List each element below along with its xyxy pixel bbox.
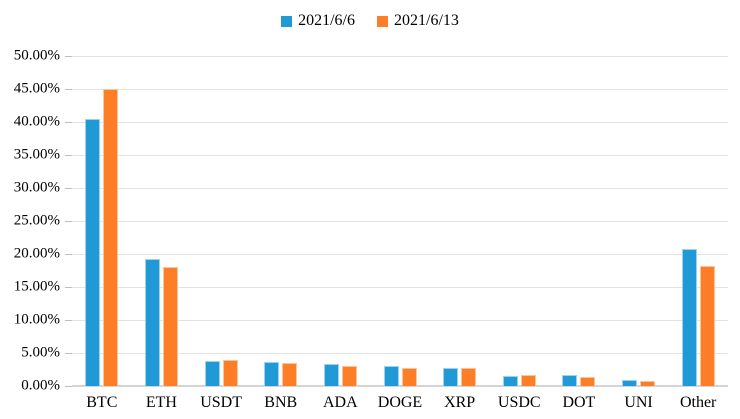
y-axis-tick: [65, 353, 72, 354]
legend: 2021/6/6 2021/6/13: [0, 10, 740, 32]
x-label-other: Other: [679, 394, 717, 411]
y-axis-label: 50.00%: [13, 47, 60, 64]
y-axis-label: 0.00%: [21, 377, 60, 394]
x-label-usdt: USDT: [200, 394, 242, 411]
gridline: [72, 353, 728, 354]
y-axis-tick: [65, 122, 72, 123]
bar-2021-6-13-doge: [401, 368, 417, 386]
y-axis-label: 20.00%: [13, 245, 60, 262]
x-label-usdc: USDC: [497, 394, 541, 411]
x-label-eth: ETH: [145, 394, 177, 411]
bar-2021-6-6-bnb: [264, 361, 280, 386]
bar-2021-6-13-xrp: [461, 368, 477, 386]
y-axis-tick: [65, 287, 72, 288]
bar-2021-6-13-uni: [640, 380, 656, 386]
legend-item-2021-6-13: 2021/6/13: [377, 13, 459, 29]
y-axis-tick: [65, 320, 72, 321]
x-label-btc: BTC: [86, 394, 118, 411]
y-axis-tick: [65, 56, 72, 57]
bar-2021-6-13-bnb: [282, 362, 298, 386]
gridline: [72, 155, 728, 156]
legend-label: 2021/6/6: [298, 12, 355, 29]
gridline: [72, 122, 728, 123]
y-axis-tick: [65, 254, 72, 255]
y-axis-tick: [65, 155, 72, 156]
bar-2021-6-6-usdc: [502, 376, 518, 386]
gridline: [72, 287, 728, 288]
bar-2021-6-6-uni: [622, 380, 638, 386]
bar-2021-6-6-xrp: [443, 367, 459, 386]
legend-label: 2021/6/13: [394, 12, 459, 29]
bar-2021-6-13-other: [699, 265, 715, 386]
bar-2021-6-6-ada: [323, 364, 339, 386]
x-label-uni: UNI: [624, 394, 653, 411]
bar-2021-6-13-btc: [103, 89, 119, 386]
y-axis-label: 25.00%: [13, 212, 60, 229]
y-axis-tick: [65, 221, 72, 222]
gridline: [72, 254, 728, 255]
bar-2021-6-13-dot: [580, 376, 596, 386]
x-label-bnb: BNB: [264, 394, 298, 411]
y-axis-tick: [65, 188, 72, 189]
bar-2021-6-6-other: [681, 248, 697, 386]
gridline: [72, 320, 728, 321]
y-axis-label: 10.00%: [13, 311, 60, 328]
y-axis-tick: [65, 386, 72, 387]
y-axis-label: 5.00%: [21, 344, 60, 361]
legend-swatch-icon: [281, 15, 293, 27]
y-axis-label: 35.00%: [13, 146, 60, 163]
bar-2021-6-6-doge: [383, 366, 399, 386]
gridline: [72, 89, 728, 90]
x-label-dot: DOT: [562, 394, 596, 411]
x-label-ada: ADA: [323, 394, 358, 411]
bar-2021-6-6-eth: [144, 259, 160, 386]
y-axis-label: 15.00%: [13, 278, 60, 295]
bar-2021-6-6-dot: [562, 375, 578, 386]
y-axis-label: 30.00%: [13, 179, 60, 196]
bar-2021-6-13-usdc: [520, 375, 536, 386]
gridline: [72, 221, 728, 222]
y-axis-tick: [65, 89, 72, 90]
bar-2021-6-6-btc: [85, 118, 101, 386]
bar-2021-6-13-usdt: [222, 360, 238, 386]
gridline: [72, 56, 728, 57]
y-axis-label: 45.00%: [13, 80, 60, 97]
bar-2021-6-13-eth: [162, 266, 178, 386]
bar-2021-6-6-usdt: [204, 360, 220, 386]
legend-swatch-icon: [377, 15, 388, 27]
bar-2021-6-13-ada: [341, 365, 357, 386]
x-axis-line: [72, 385, 728, 387]
x-label-xrp: XRP: [444, 394, 476, 411]
legend-item-2021-6-6: 2021/6/6: [281, 13, 355, 29]
gridline: [72, 188, 728, 189]
x-label-doge: DOGE: [377, 394, 423, 411]
y-axis-label: 40.00%: [13, 113, 60, 130]
